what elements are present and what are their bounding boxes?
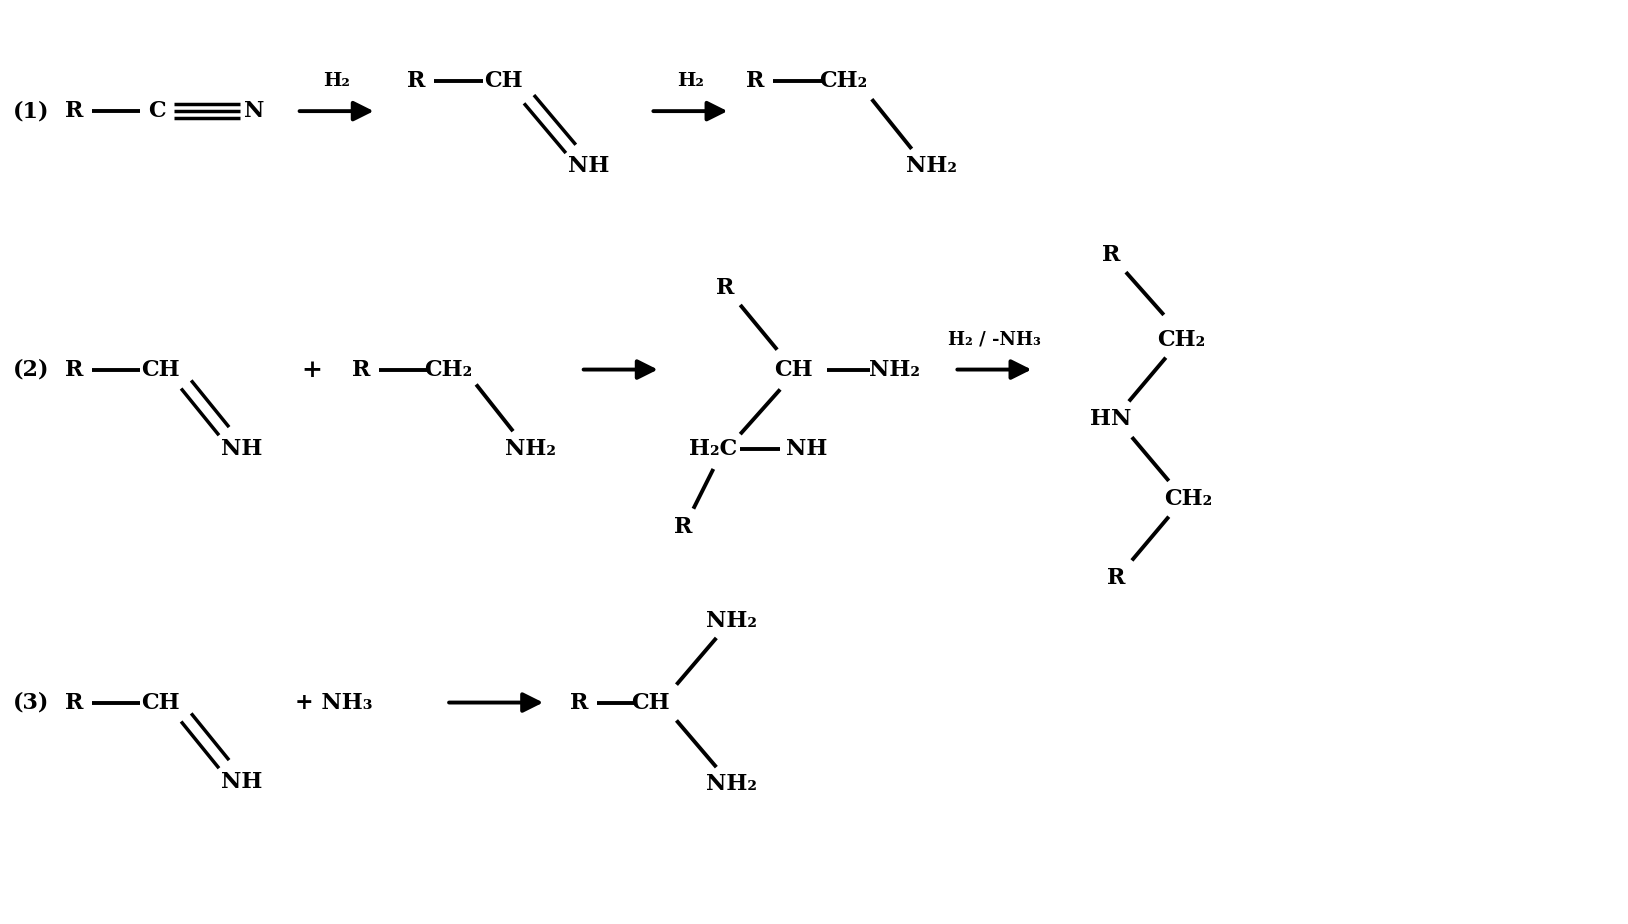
Text: H₂: H₂ — [677, 72, 703, 91]
Text: (1): (1) — [13, 100, 49, 122]
Text: R: R — [65, 359, 83, 381]
Text: HN: HN — [1091, 408, 1131, 431]
Text: NH: NH — [568, 155, 609, 176]
Text: H₂ / -NH₃: H₂ / -NH₃ — [947, 331, 1040, 348]
Text: NH: NH — [221, 438, 262, 460]
Text: CH₂: CH₂ — [425, 359, 472, 381]
Text: NH₂: NH₂ — [907, 155, 957, 176]
Text: R: R — [65, 100, 83, 122]
Text: R: R — [1102, 244, 1120, 266]
Text: R: R — [1107, 567, 1125, 590]
Text: R: R — [65, 691, 83, 713]
Text: CH₂: CH₂ — [819, 70, 868, 92]
Text: (3): (3) — [13, 691, 49, 713]
Text: N: N — [244, 100, 264, 122]
Text: H₂C: H₂C — [689, 438, 737, 460]
Text: CH: CH — [142, 691, 179, 713]
Text: NH: NH — [221, 771, 262, 793]
Text: NH₂: NH₂ — [505, 438, 557, 460]
Text: R: R — [407, 70, 425, 92]
Text: H₂: H₂ — [324, 72, 350, 91]
Text: NH: NH — [786, 438, 827, 460]
Text: CH: CH — [773, 359, 812, 381]
Text: +: + — [301, 358, 322, 382]
Text: + NH₃: + NH₃ — [295, 691, 373, 713]
Text: R: R — [746, 70, 765, 92]
Text: R: R — [352, 359, 371, 381]
Text: CH: CH — [484, 70, 523, 92]
Text: R: R — [570, 691, 588, 713]
Text: NH₂: NH₂ — [707, 773, 757, 795]
Text: (2): (2) — [13, 359, 49, 381]
Text: CH₂: CH₂ — [1158, 329, 1206, 351]
Text: NH₂: NH₂ — [869, 359, 920, 381]
Text: CH₂: CH₂ — [1164, 488, 1213, 510]
Text: R: R — [674, 516, 692, 538]
Text: R: R — [716, 277, 734, 299]
Text: CH: CH — [142, 359, 179, 381]
Text: CH: CH — [632, 691, 669, 713]
Text: C: C — [148, 100, 166, 122]
Text: NH₂: NH₂ — [707, 610, 757, 632]
